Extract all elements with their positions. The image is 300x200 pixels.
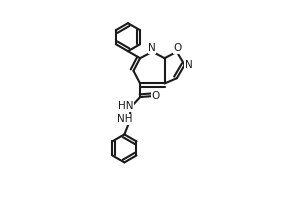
Text: NH: NH xyxy=(117,114,133,124)
Text: O: O xyxy=(174,43,182,53)
Text: HN: HN xyxy=(118,101,133,111)
Text: N: N xyxy=(148,43,156,53)
Text: N: N xyxy=(185,60,193,70)
Text: O: O xyxy=(152,91,160,101)
